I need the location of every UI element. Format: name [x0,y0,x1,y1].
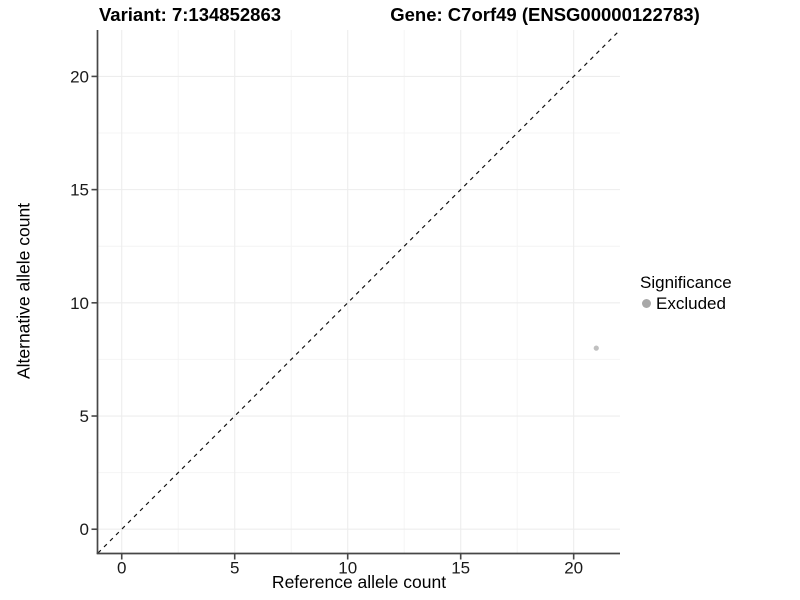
x-axis-title: Reference allele count [271,572,447,592]
x-tick-label: 10 [338,559,357,578]
y-tick-label: 10 [70,294,89,313]
x-tick-label: 20 [564,559,583,578]
x-tick-label: 0 [117,559,126,578]
y-axis-title: Alternative allele count [13,202,34,380]
variant-title: Variant: 7:134852863 [98,4,282,25]
excluded-circle-icon [642,299,651,308]
x-tick-label: 5 [230,559,239,578]
y-tick-label: 5 [80,407,89,426]
y-tick-label: 0 [80,520,89,539]
y-tick-label: 20 [70,67,89,86]
y-tick-label: 15 [70,181,89,200]
legend-title: Significance [640,273,732,292]
gene-title: Gene: C7orf49 (ENSG00000122783) [390,4,700,25]
data-point [593,345,599,351]
legend-item-excluded: Excluded [638,293,732,314]
identity-dashed-line [97,29,621,554]
legend-item-label: Excluded [656,293,726,313]
x-tick-label: 15 [451,559,470,578]
significance-legend: Significance Excluded [638,272,732,314]
